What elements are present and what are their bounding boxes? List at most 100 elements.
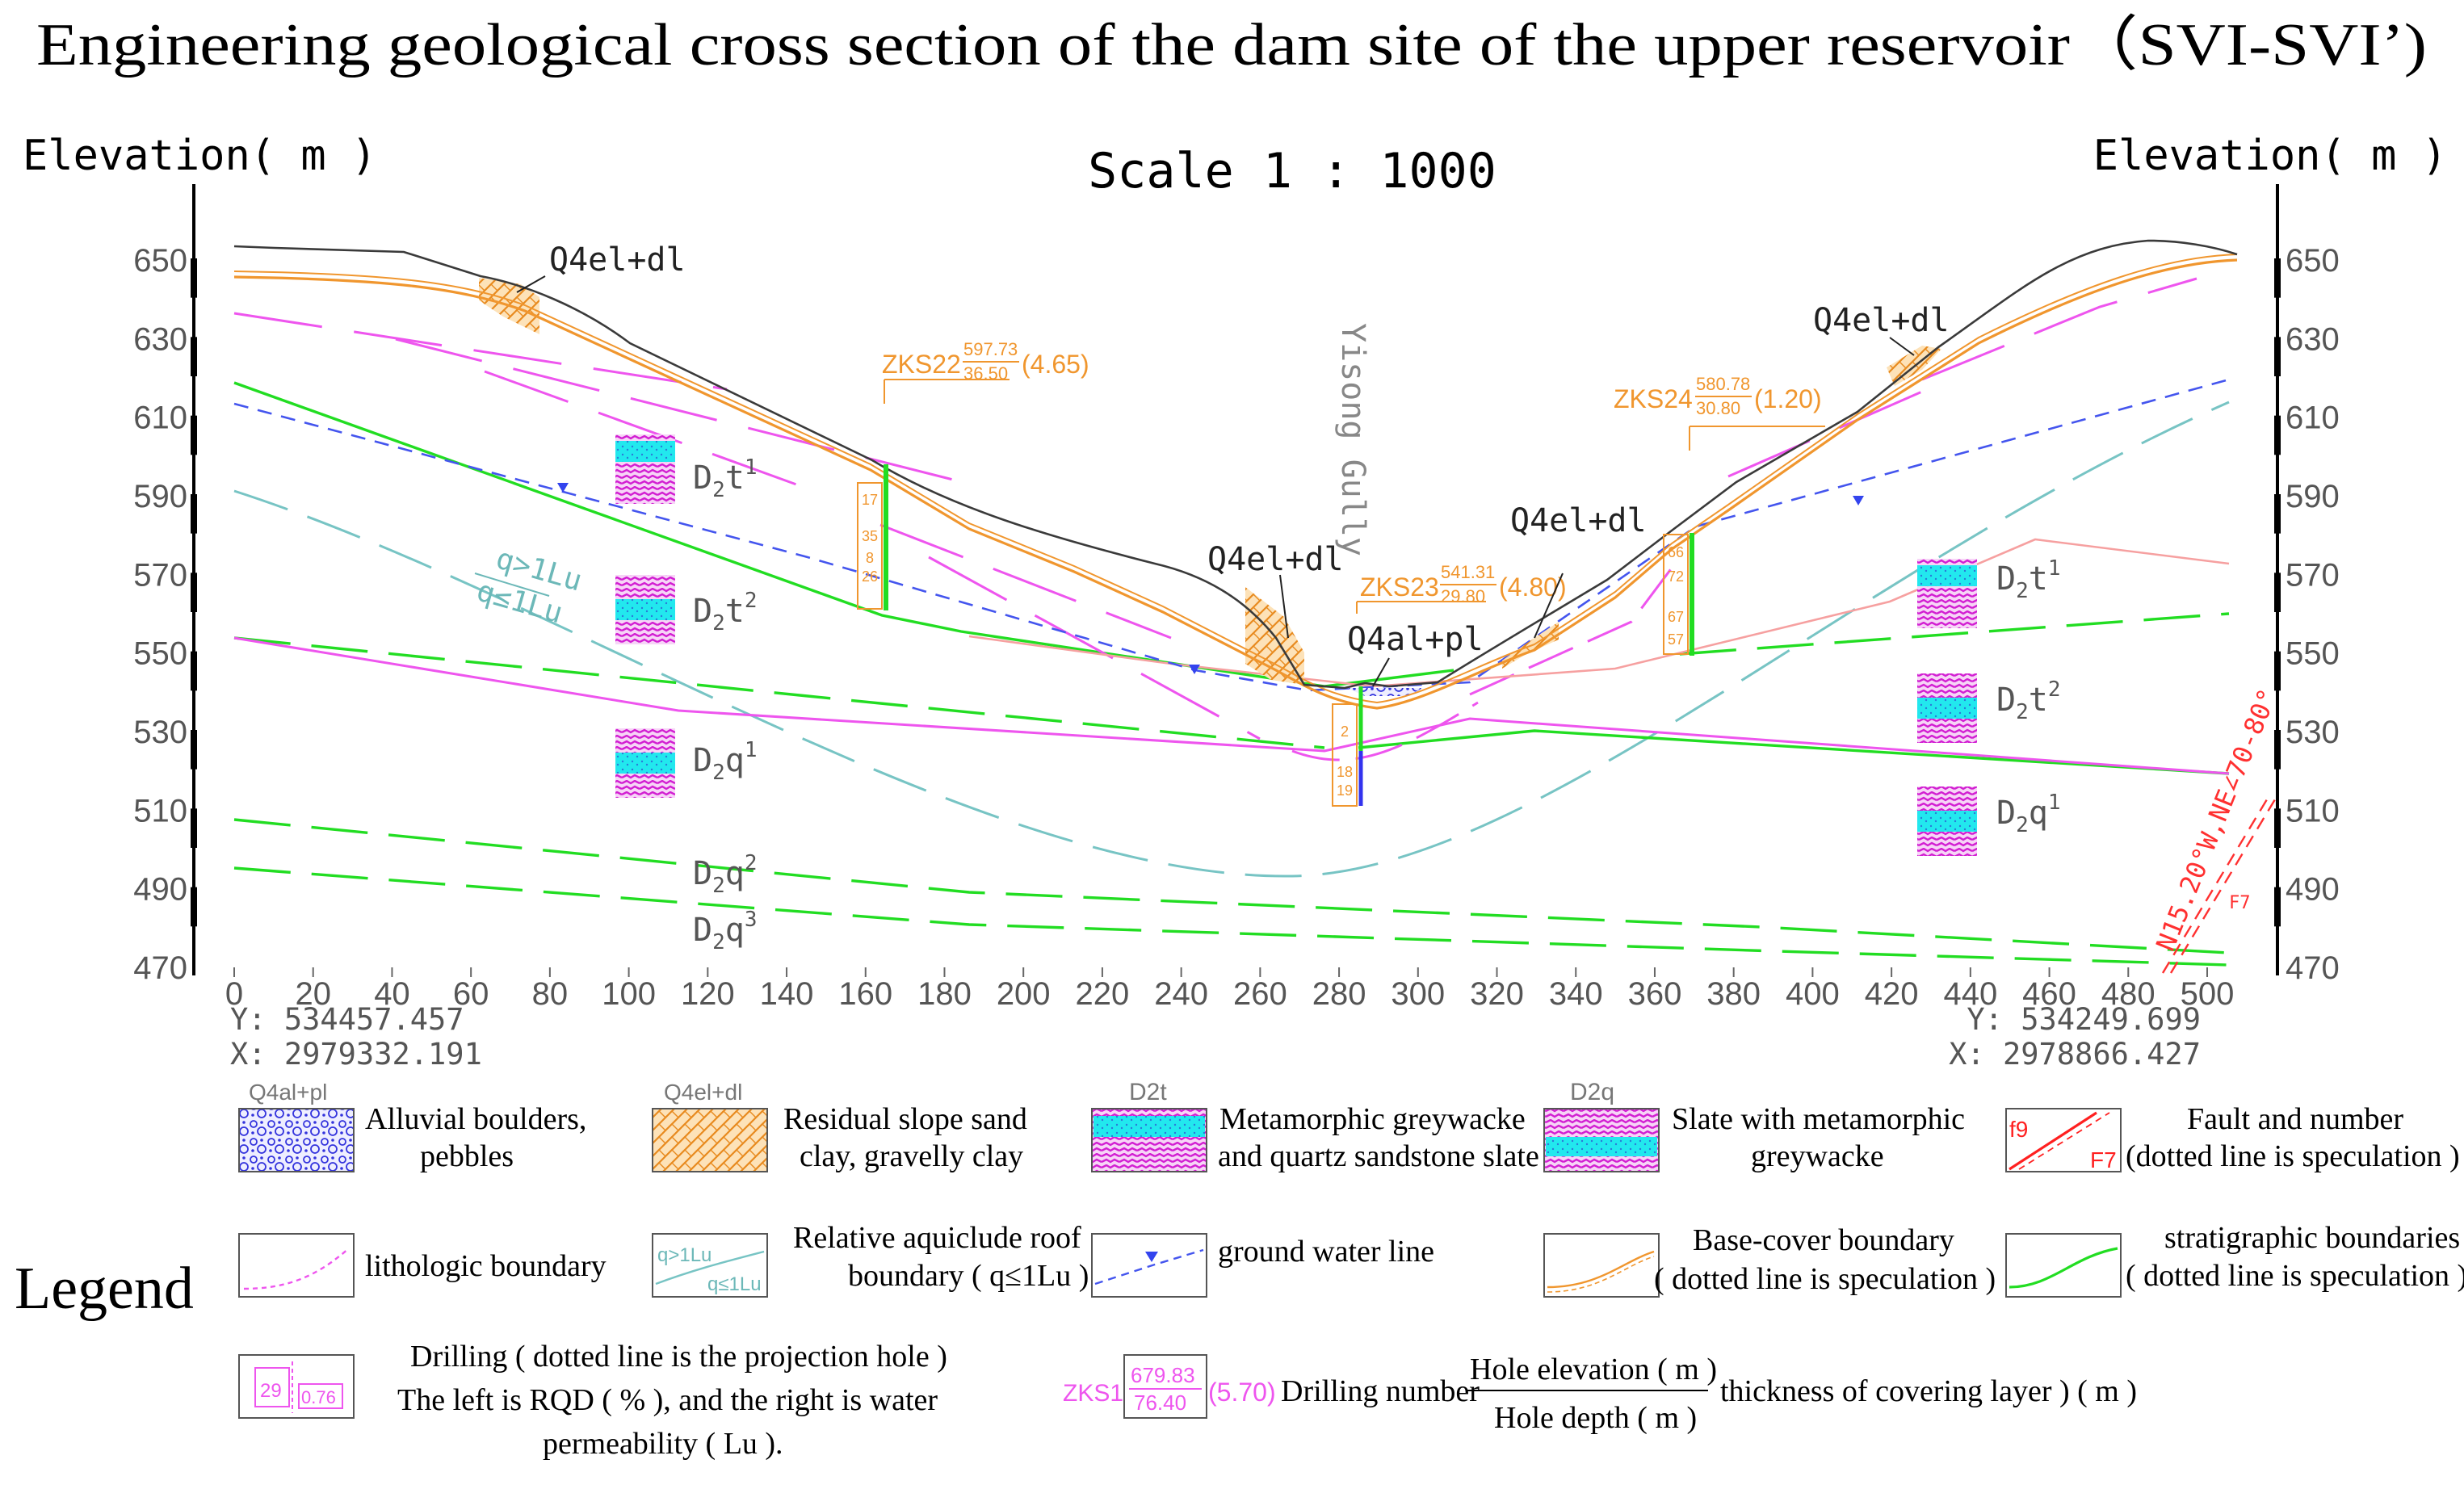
coord-left-x: X: 2979332.191 xyxy=(230,1037,482,1072)
legend-item-drilling: 29 0.76 Drilling ( dotted line is the pr… xyxy=(238,1340,947,1461)
distance-tick-label: 280 xyxy=(1312,976,1366,1012)
distance-tick-label: 40 xyxy=(374,976,410,1012)
axis-segment xyxy=(191,337,197,376)
distance-tick-label: 180 xyxy=(917,976,972,1012)
distance-ticks: 0 20 40 60 80 100 120 140 160 180 200 220 240 260 280 3… xyxy=(225,967,2235,1012)
distance-tick-label: 100 xyxy=(602,976,656,1012)
distance-tick-label: 160 xyxy=(838,976,892,1012)
distance-tick-label: 500 xyxy=(2181,976,2235,1012)
legend-label: ground water line xyxy=(1218,1235,1434,1269)
elevation-tick-label: 490 xyxy=(133,872,187,908)
label-q4eldl-gully-left: Q4el+dl xyxy=(1207,541,1344,578)
axis-segment xyxy=(191,415,197,455)
borehole-cell-value: 67 xyxy=(1668,609,1684,625)
borehole-elevation: 580.78 xyxy=(1696,374,1750,394)
borehole-name: ZKS23 xyxy=(1360,573,1439,602)
distance-tick-label: 380 xyxy=(1706,976,1761,1012)
legend-label: greywacke xyxy=(1751,1139,1884,1173)
label-q4eldl-upper-right: Q4el+dl xyxy=(1813,302,1950,339)
legend-item-stratigraphic: stratigraphic boundaries ( dotted line i… xyxy=(2005,1221,2464,1298)
axis-segment xyxy=(191,258,197,298)
elevation-tick-label: 590 xyxy=(133,479,187,514)
distance-tick-label: 220 xyxy=(1076,976,1130,1012)
stratum-label-d2q3: D2q3 xyxy=(693,908,758,954)
legend-key: Q4el+dl xyxy=(664,1080,742,1105)
distance-tick-label: 300 xyxy=(1391,976,1445,1012)
distance-tick-label: 140 xyxy=(760,976,814,1012)
litho-dash-9 xyxy=(1921,277,2197,381)
elevation-tick-label: 490 xyxy=(2286,872,2340,908)
borehole-cover: (1.20) xyxy=(1754,384,1822,413)
borehole-rqd-column xyxy=(857,482,883,610)
stratum-label: D2q1 xyxy=(1996,791,2061,837)
borehole-cell-value: 2 xyxy=(1341,724,1349,740)
legend-label: thickness of covering layer ) ( m ) xyxy=(1720,1374,2137,1408)
axis-segment xyxy=(2274,258,2281,298)
legend-label: boundary ( q≤1Lu ) xyxy=(848,1259,1089,1293)
legend-swatch xyxy=(238,1108,355,1172)
axis-segment xyxy=(2274,573,2281,612)
legend-item-fault: f9 F7 Fault and number (dotted line is s… xyxy=(2005,1102,2460,1173)
legend-key: (5.70) xyxy=(1208,1378,1276,1407)
aquiclude-roof-boundary xyxy=(233,401,2230,878)
distance-tick-label: 20 xyxy=(295,976,331,1012)
fault-line xyxy=(2161,795,2271,974)
axis-segment xyxy=(191,730,197,770)
legend-label: ( dotted line is speculation ) xyxy=(2126,1259,2464,1293)
legend-label: Metamorphic greywacke xyxy=(1219,1102,1526,1136)
borehole-zks22: 17 35 8 26 ZKS22 597.73 36.50 (4.65) xyxy=(857,339,1089,610)
stratum-d2t2-left: D2t2 xyxy=(615,575,758,644)
elevation-tick-label: 570 xyxy=(2286,557,2340,593)
distance-tick-label: 200 xyxy=(997,976,1051,1012)
groundwater-marker xyxy=(557,483,569,493)
axis-segment xyxy=(2274,651,2281,691)
legend-key: Q4al+pl xyxy=(249,1080,327,1105)
figure-title: Engineering geological cross section of … xyxy=(36,12,2427,78)
legend-swatch xyxy=(1091,1233,1207,1298)
distance-tick-label: 240 xyxy=(1154,976,1208,1012)
borehole-cell-value: 19 xyxy=(1337,782,1353,799)
legend-label: Fault and number xyxy=(2187,1102,2403,1136)
legend-label: Drilling ( dotted line is the projection… xyxy=(410,1340,947,1374)
borehole-name: ZKS24 xyxy=(1614,384,1693,413)
elevation-tick-label: 610 xyxy=(133,401,187,436)
coord-right-y: Y: 534249.699 xyxy=(1967,1002,2201,1037)
legend-swatch xyxy=(1123,1354,1207,1419)
boreholes: 17 35 8 26 ZKS22 597.73 36.50 (4.65) 2 1… xyxy=(857,339,1825,807)
legend-label: stratigraphic boundaries xyxy=(2164,1221,2460,1255)
borehole-name: ZKS22 xyxy=(882,350,961,379)
elevation-tick-label: 530 xyxy=(2286,715,2340,750)
distance-tick-label: 60 xyxy=(453,976,489,1012)
axis-segment xyxy=(191,651,197,691)
groundwater-marker xyxy=(1853,496,1864,505)
stratum-label: D2t1 xyxy=(1996,556,2061,603)
distance-tick-label: 420 xyxy=(1865,976,1919,1012)
borehole-cell-value: 26 xyxy=(862,568,878,585)
litho-dash-5 xyxy=(928,556,1261,740)
borehole-cell-value: 57 xyxy=(1668,631,1684,648)
fault-line xyxy=(2169,795,2279,974)
legend-key: q≤1Lu xyxy=(707,1273,762,1295)
legend-label: Slate with metamorphic xyxy=(1672,1102,1965,1136)
right-axis-segments xyxy=(2274,258,2281,927)
elevation-tick-label: 470 xyxy=(2286,950,2340,986)
label-q4eldl-upper-left: Q4el+dl xyxy=(549,241,686,279)
scale-label: Scale 1 : 1000 xyxy=(1088,143,1496,199)
borehole-cell-value: 66 xyxy=(1668,544,1684,560)
legend-key: 679.83 xyxy=(1131,1363,1195,1387)
elevation-label-left: Elevation( m ) xyxy=(23,132,376,180)
strat-boundary-dashed-1 xyxy=(233,636,1325,749)
stratum-label: D2t1 xyxy=(693,455,758,502)
elevation-tick-label: 650 xyxy=(133,243,187,279)
stratum-d2t2-right: D2t2 xyxy=(1917,673,2061,743)
base-cover-line-upper xyxy=(233,254,2238,704)
elevation-tick-label: 510 xyxy=(133,793,187,828)
distance-tick-label: 480 xyxy=(2101,976,2155,1012)
legend-item-aquiclude: q>1Lu q≤1Lu Relative aquiclude roof boun… xyxy=(652,1221,1089,1298)
base-cover-boundary xyxy=(233,254,2238,710)
legend-title: Legend xyxy=(15,1256,194,1322)
legend-key: q>1Lu xyxy=(657,1244,711,1266)
coord-left-y: Y: 534457.457 xyxy=(230,1002,464,1037)
borehole-depth: 30.80 xyxy=(1696,398,1740,418)
elevation-tick-label: 610 xyxy=(2286,401,2340,436)
